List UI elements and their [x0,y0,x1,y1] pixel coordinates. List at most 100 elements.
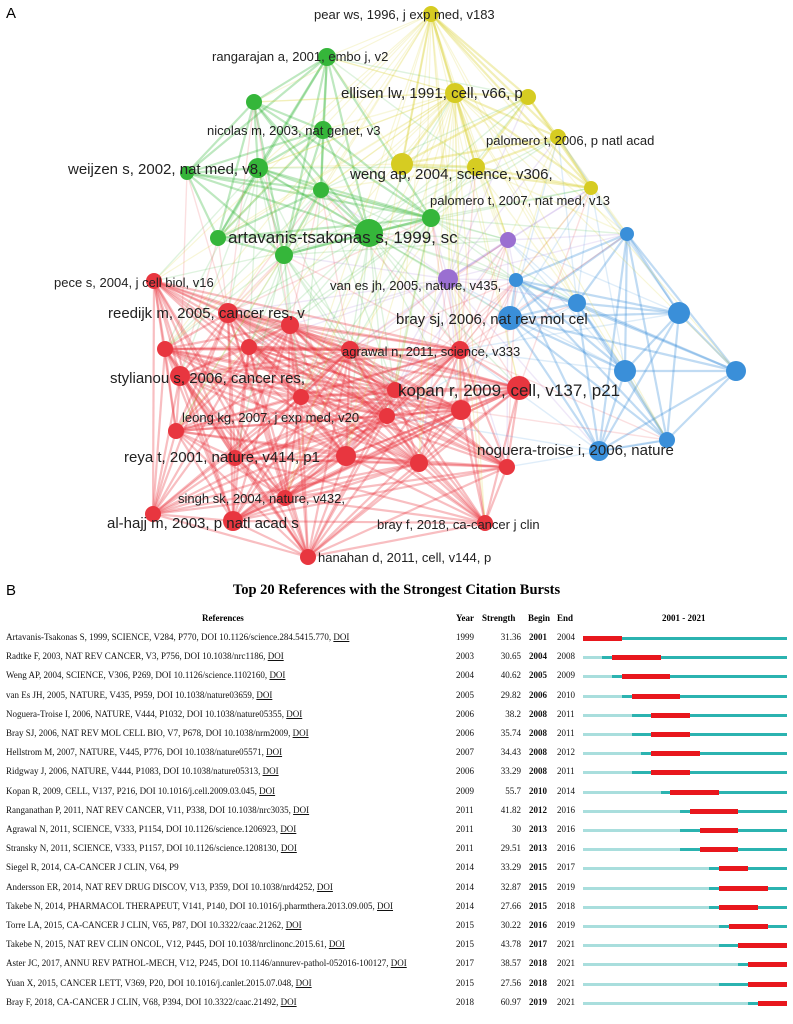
network-node-red[interactable] [499,459,515,475]
network-node-red[interactable] [146,273,162,289]
network-edge [430,92,456,219]
network-edge [232,465,508,523]
network-edge [454,92,737,372]
network-node-green[interactable] [275,246,293,264]
network-node-red[interactable] [507,376,531,400]
network-node-red[interactable] [387,382,403,398]
network-edge [326,56,456,94]
network-edge [447,278,520,389]
network-node-green[interactable] [318,48,336,66]
network-node-red[interactable] [218,303,238,323]
network-node-green[interactable] [180,166,194,180]
network-edge [527,96,559,138]
network-edge [232,519,486,525]
network-node-blue[interactable] [614,360,636,382]
network-edge [386,408,462,418]
network-edge [217,236,285,257]
network-node-red[interactable] [336,446,356,466]
begin-cell: 2008 [529,766,547,777]
network-edge [349,349,388,417]
network-edge [152,280,235,522]
network-node-blue[interactable] [589,441,609,461]
doi-link[interactable]: DOI [316,881,333,892]
network-node-green[interactable] [314,121,332,139]
year-cell: 2018 [456,996,474,1007]
network-node-blue[interactable] [620,227,634,241]
network-node-yellow[interactable] [423,6,439,22]
active-bar [709,867,719,871]
network-node-red[interactable] [227,450,243,466]
network-node-red[interactable] [241,339,257,355]
doi-link[interactable]: DOI [280,824,297,834]
network-node-yellow[interactable] [445,83,465,103]
doi-link[interactable]: DOI [267,651,284,662]
network-edge [460,239,509,411]
network-node-red[interactable] [379,408,395,424]
network-edge [320,188,432,220]
network-edge [307,465,508,559]
doi-link[interactable]: DOI [262,766,279,777]
doi-link[interactable]: DOI [333,632,350,642]
network-node-blue[interactable] [568,294,586,312]
doi-link[interactable]: DOI [377,900,394,911]
network-edge [509,136,559,319]
doi-link[interactable]: DOI [292,728,309,738]
network-edge [326,56,432,219]
network-node-red[interactable] [277,490,293,506]
doi-link[interactable]: DOI [295,977,312,988]
network-node-red[interactable] [451,341,469,359]
network-node-red[interactable] [300,549,316,565]
network-node-red[interactable] [157,341,173,357]
doi-link[interactable]: DOI [256,689,273,700]
doi-link[interactable]: DOI [285,920,302,930]
network-node-yellow[interactable] [550,129,566,145]
doi-link[interactable]: DOI [266,747,283,758]
network-node-blue[interactable] [668,302,690,324]
network-node-green[interactable] [210,230,226,246]
network-node-yellow[interactable] [467,158,485,176]
network-edge [289,323,461,352]
year-cell: 1999 [456,632,474,642]
network-node-blue[interactable] [509,273,523,287]
network-edge [349,349,420,464]
network-node-yellow[interactable] [584,181,598,195]
doi-link[interactable]: DOI [280,996,297,1007]
network-node-green[interactable] [313,182,329,198]
network-node-green[interactable] [248,158,268,178]
network-node-blue[interactable] [726,361,746,381]
network-node-red[interactable] [168,423,184,439]
network-edge [284,461,420,500]
network-node-purple[interactable] [438,269,458,289]
network-node-red[interactable] [477,515,493,531]
doi-link[interactable]: DOI [280,843,297,854]
network-node-green[interactable] [355,219,383,247]
network-node-red[interactable] [145,506,161,522]
doi-link[interactable]: DOI [269,670,286,681]
network-node-purple[interactable] [500,232,516,248]
network-node-yellow[interactable] [520,89,536,105]
network-node-red[interactable] [410,454,428,472]
network-node-yellow[interactable] [391,153,413,175]
doi-link[interactable]: DOI [259,785,276,796]
doi-link[interactable]: DOI [286,708,303,719]
network-node-red[interactable] [281,316,299,334]
doi-link[interactable]: DOI [328,939,345,950]
network-edge [283,254,351,351]
network-node-green[interactable] [422,209,440,227]
network-edge [284,92,456,499]
doi-link[interactable]: DOI [293,804,310,815]
network-node-blue[interactable] [498,306,522,330]
end-cell: 2017 [557,862,575,873]
network-node-green[interactable] [246,94,262,110]
network-node-red[interactable] [293,389,309,405]
network-node-blue[interactable] [659,432,675,448]
network-node-red[interactable] [170,366,190,386]
network-node-red[interactable] [451,400,471,420]
network-edge [300,396,420,464]
node-label: weng ap, 2004, science, v306, [349,166,553,183]
network-edge [326,56,477,168]
doi-link[interactable]: DOI [390,958,407,969]
network-node-red[interactable] [341,341,359,359]
network-edge [475,135,559,169]
network-node-red[interactable] [223,511,243,531]
